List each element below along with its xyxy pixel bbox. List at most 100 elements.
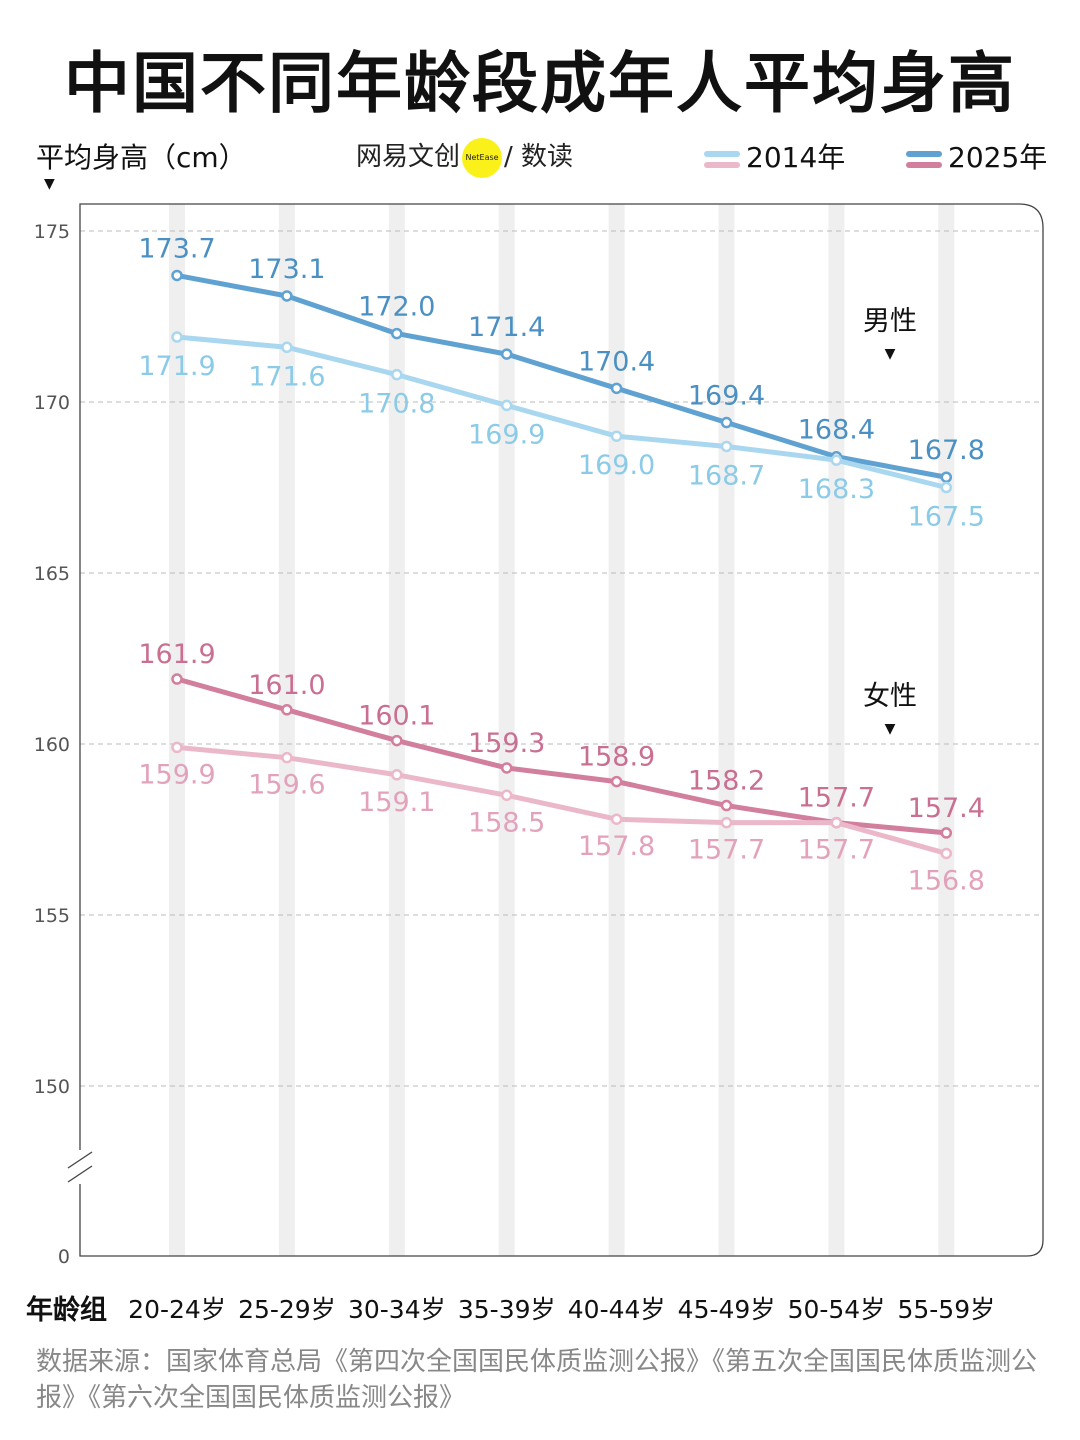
- data-point: [720, 440, 733, 453]
- data-point: [391, 368, 403, 381]
- plot-frame: [79, 203, 1044, 1257]
- data-label: 171.9: [138, 351, 215, 382]
- data-point: [281, 751, 293, 764]
- data-label: 168.4: [798, 415, 875, 446]
- axis-break-gap: [68, 1150, 92, 1184]
- data-point: [940, 481, 953, 494]
- legend-swatch: [906, 146, 942, 173]
- data-label: 170.4: [578, 346, 655, 377]
- data-point: [391, 769, 403, 781]
- data-label: 158.2: [688, 766, 765, 797]
- data-label: 161.9: [138, 639, 215, 670]
- y-tick-label: 170: [34, 392, 70, 414]
- column-band: [169, 204, 185, 1256]
- y-axis-label: 平均身高（cm）: [36, 141, 247, 174]
- legend-label: 2014年: [746, 141, 846, 174]
- data-label: 169.9: [468, 419, 545, 450]
- column-band: [828, 204, 845, 1256]
- data-label: 172.0: [358, 292, 435, 323]
- logo: 网易文创 NetEase / 数读: [356, 136, 573, 178]
- data-label: 156.8: [908, 865, 985, 896]
- x-tick-label: 30-34岁: [347, 1295, 446, 1324]
- data-point: [171, 741, 183, 754]
- data-label: 158.5: [468, 807, 545, 838]
- data-point: [610, 813, 623, 825]
- x-tick-label: 25-29岁: [238, 1295, 336, 1324]
- data-label: 171.4: [468, 312, 545, 343]
- data-point: [940, 471, 953, 483]
- y-tick-label: 0: [58, 1246, 70, 1268]
- logo-badge: NetEase: [462, 137, 503, 178]
- data-label: 168.7: [688, 460, 765, 491]
- axis-break-mark: [67, 1151, 93, 1169]
- data-label: 157.4: [908, 793, 985, 824]
- data-label: 159.9: [138, 759, 215, 790]
- x-tick-label: 45-49岁: [677, 1295, 776, 1324]
- data-label: 170.8: [358, 389, 435, 420]
- data-point: [171, 269, 183, 282]
- data-label: 173.7: [138, 233, 215, 264]
- data-label: 158.9: [578, 742, 655, 773]
- logo-text: 网易文创: [356, 142, 461, 172]
- legend-2025: 2025年: [906, 136, 1047, 176]
- data-label: 168.3: [798, 474, 875, 505]
- data-label: 159.3: [468, 728, 545, 759]
- data-point: [281, 704, 293, 716]
- data-point: [720, 799, 733, 812]
- data-label: 159.1: [358, 787, 435, 818]
- x-tick-label: 35-39岁: [457, 1295, 556, 1324]
- data-point: [500, 399, 513, 412]
- data-point: [281, 290, 293, 302]
- data-label: 157.7: [688, 835, 765, 866]
- data-label: 167.5: [908, 502, 985, 533]
- data-point: [720, 416, 733, 429]
- data-label: 171.6: [248, 361, 325, 392]
- data-label: 160.1: [358, 701, 435, 732]
- group-label: 男性: [863, 306, 917, 337]
- source-note: 数据来源：国家体育总局《第四次全国国民体质监测公报》《第五次全国国民体质监测公报…: [36, 1347, 1038, 1413]
- down-arrow-icon: ▼: [885, 721, 896, 737]
- data-point: [720, 816, 733, 829]
- x-tick-label: 20-24岁: [128, 1295, 226, 1324]
- logo-text-right: / 数读: [504, 142, 574, 172]
- data-point: [281, 341, 293, 354]
- column-band: [388, 204, 405, 1256]
- data-label: 157.7: [798, 835, 875, 866]
- series-line-女性-2014年: [176, 744, 947, 856]
- column-band: [498, 204, 515, 1256]
- y-tick-label: 155: [34, 905, 70, 927]
- data-point: [391, 734, 403, 747]
- x-tick-label: 55-59岁: [897, 1295, 996, 1324]
- data-point: [500, 789, 513, 802]
- data-point: [610, 775, 623, 788]
- y-tick-label: 165: [34, 563, 70, 585]
- data-label: 169.0: [578, 450, 655, 481]
- down-arrow-icon: ▼: [885, 346, 896, 362]
- x-tick-label: 40-44岁: [567, 1295, 666, 1324]
- group-label: 女性: [863, 681, 917, 712]
- data-point: [940, 847, 953, 860]
- data-label: 167.8: [908, 435, 985, 466]
- series-line-男性-2014年: [176, 334, 947, 490]
- data-point: [940, 827, 953, 839]
- data-point: [610, 430, 623, 442]
- data-label: 169.4: [688, 381, 765, 412]
- data-label: 159.6: [248, 770, 325, 801]
- column-band: [938, 204, 955, 1256]
- y-tick-label: 175: [34, 221, 70, 243]
- legend-swatch: [704, 146, 740, 173]
- data-point: [610, 382, 623, 395]
- data-point: [500, 348, 513, 360]
- down-arrow-icon: ▼: [44, 176, 55, 192]
- axis-break-mark: [67, 1165, 93, 1183]
- series-line-男性-2025年: [176, 273, 947, 480]
- data-point: [500, 762, 513, 774]
- data-point: [830, 454, 843, 466]
- data-point: [171, 673, 183, 685]
- data-point: [830, 816, 843, 829]
- y-tick-label: 160: [34, 734, 70, 756]
- chart-title: 中国不同年龄段成年人平均身高: [64, 45, 1016, 122]
- data-label: 157.8: [578, 831, 655, 862]
- series-line-女性-2025年: [176, 676, 947, 836]
